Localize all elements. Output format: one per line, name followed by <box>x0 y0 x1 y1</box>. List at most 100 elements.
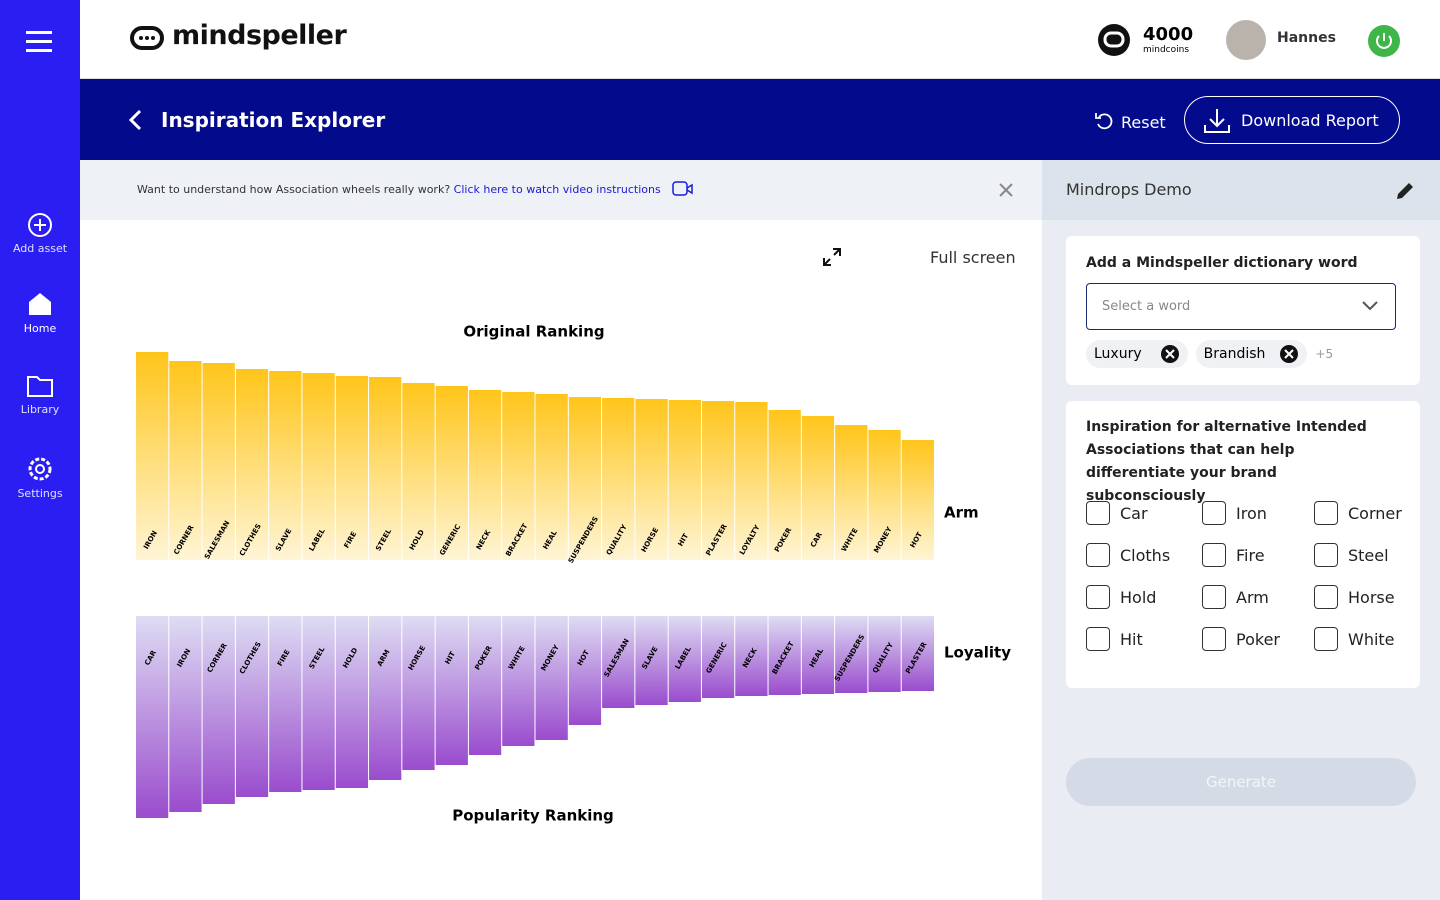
bar <box>169 616 202 812</box>
bar <box>535 394 568 560</box>
checkbox[interactable] <box>1314 543 1338 567</box>
bar <box>369 616 402 780</box>
fullscreen-icon <box>823 248 841 266</box>
checkbox[interactable] <box>1314 501 1338 525</box>
nav-home[interactable]: Home <box>0 290 80 335</box>
popularity-title: Popularity Ranking <box>452 807 614 825</box>
generate-button[interactable]: Generate <box>1066 758 1416 806</box>
checkbox-option[interactable]: Poker <box>1202 627 1280 651</box>
bar <box>668 616 701 702</box>
bar <box>235 616 269 797</box>
checkbox-option[interactable]: Hold <box>1086 585 1156 609</box>
edit-icon[interactable] <box>1394 180 1416 202</box>
logo[interactable]: mindspeller <box>172 20 347 51</box>
bar <box>502 392 535 560</box>
inspiration-card: Inspiration for alternative Intended Ass… <box>1066 401 1420 688</box>
checkbox[interactable] <box>1314 627 1338 651</box>
power-button[interactable] <box>1367 24 1401 58</box>
checkbox[interactable] <box>1202 543 1226 567</box>
video-icon <box>672 181 693 196</box>
download-button[interactable]: Download Report <box>1184 96 1400 144</box>
bar <box>269 616 302 792</box>
header: mindspeller 4000 mindcoins Hannes <box>80 0 1440 79</box>
bar <box>302 616 335 790</box>
checkbox[interactable] <box>1086 501 1110 525</box>
popularity-label: Loyality <box>944 644 1011 662</box>
tag-remove[interactable] <box>1160 344 1180 364</box>
bar <box>435 386 468 560</box>
bar <box>768 410 801 560</box>
checkbox-option[interactable]: Fire <box>1202 543 1265 567</box>
tag: Luxury <box>1086 340 1188 368</box>
reset-button[interactable]: Reset <box>1121 113 1166 132</box>
bar <box>602 398 635 560</box>
nav-library[interactable]: Library <box>0 373 80 416</box>
dictionary-card: Add a Mindspeller dictionary word Select… <box>1066 236 1420 385</box>
bar <box>801 416 835 560</box>
bar <box>602 616 635 708</box>
sidebar: Add asset Home Library Settings <box>0 0 80 900</box>
bar <box>269 371 302 560</box>
bar <box>468 616 502 755</box>
option-label: Hit <box>1120 629 1143 649</box>
nav-label: Library <box>20 403 60 416</box>
checkbox[interactable] <box>1314 585 1338 609</box>
checkbox-option[interactable]: Iron <box>1202 501 1267 525</box>
bar <box>136 352 169 560</box>
nav-label: Home <box>23 322 57 335</box>
bar <box>202 616 235 804</box>
nav-add[interactable]: Add asset <box>0 212 80 255</box>
option-label: Corner <box>1348 503 1402 523</box>
back-icon[interactable] <box>128 109 144 131</box>
checkbox[interactable] <box>1202 501 1226 525</box>
checkbox[interactable] <box>1086 627 1110 651</box>
bar <box>668 400 701 560</box>
more-tags[interactable]: +5 <box>1315 347 1334 361</box>
ranking-chart: Original Ranking Arm Loyality Popularity… <box>136 323 1011 825</box>
close-icon[interactable] <box>998 182 1014 198</box>
checkbox-option[interactable]: Arm <box>1202 585 1269 609</box>
checkbox[interactable] <box>1202 627 1226 651</box>
nav-label: Settings <box>17 487 63 500</box>
nav-label: Add asset <box>12 242 68 255</box>
checkbox-option[interactable]: Hit <box>1086 627 1143 651</box>
checkbox[interactable] <box>1202 585 1226 609</box>
checkbox-option[interactable]: Steel <box>1314 543 1389 567</box>
bar <box>568 397 602 560</box>
option-label: Poker <box>1236 629 1280 649</box>
nav-settings[interactable]: Settings <box>0 455 80 500</box>
logo-icon <box>130 26 164 50</box>
bar <box>801 616 835 694</box>
fullscreen-button[interactable]: Full screen <box>930 248 1016 267</box>
coins-unit: mindcoins <box>1143 45 1190 55</box>
checkbox[interactable] <box>1086 585 1110 609</box>
bar <box>735 402 768 560</box>
avatar[interactable] <box>1226 20 1266 60</box>
banner: Inspiration Explorer Reset Download Repo… <box>80 79 1440 160</box>
bar <box>435 616 468 765</box>
bar <box>568 616 602 725</box>
side-panel: Mindrops Demo Add a Mindspeller dictiona… <box>1042 160 1440 900</box>
menu-icon[interactable] <box>26 30 54 54</box>
checkbox[interactable] <box>1086 543 1110 567</box>
option-label: Iron <box>1236 503 1267 523</box>
original-title: Original Ranking <box>463 323 604 341</box>
option-label: Hold <box>1120 587 1157 607</box>
dictionary-heading: Add a Mindspeller dictionary word <box>1086 255 1358 271</box>
bar <box>835 425 868 560</box>
bar <box>369 377 402 560</box>
checkbox-option[interactable]: Corner <box>1314 501 1402 525</box>
checkbox-option[interactable]: White <box>1314 627 1395 651</box>
checkbox-option[interactable]: Car <box>1086 501 1148 525</box>
checkbox-option[interactable]: Horse <box>1314 585 1395 609</box>
checkbox-option[interactable]: Cloths <box>1086 543 1170 567</box>
coin-icon <box>1098 24 1130 56</box>
word-select[interactable]: Select a word <box>1086 283 1396 330</box>
video-link[interactable]: Click here to watch video instructions <box>453 183 661 196</box>
tag-remove[interactable] <box>1279 344 1299 364</box>
download-label: Download Report <box>1241 111 1379 130</box>
inspiration-heading: Inspiration for alternative Intended Ass… <box>1086 419 1367 504</box>
info-bar: Want to understand how Association wheel… <box>80 160 1042 220</box>
bar <box>768 616 801 695</box>
